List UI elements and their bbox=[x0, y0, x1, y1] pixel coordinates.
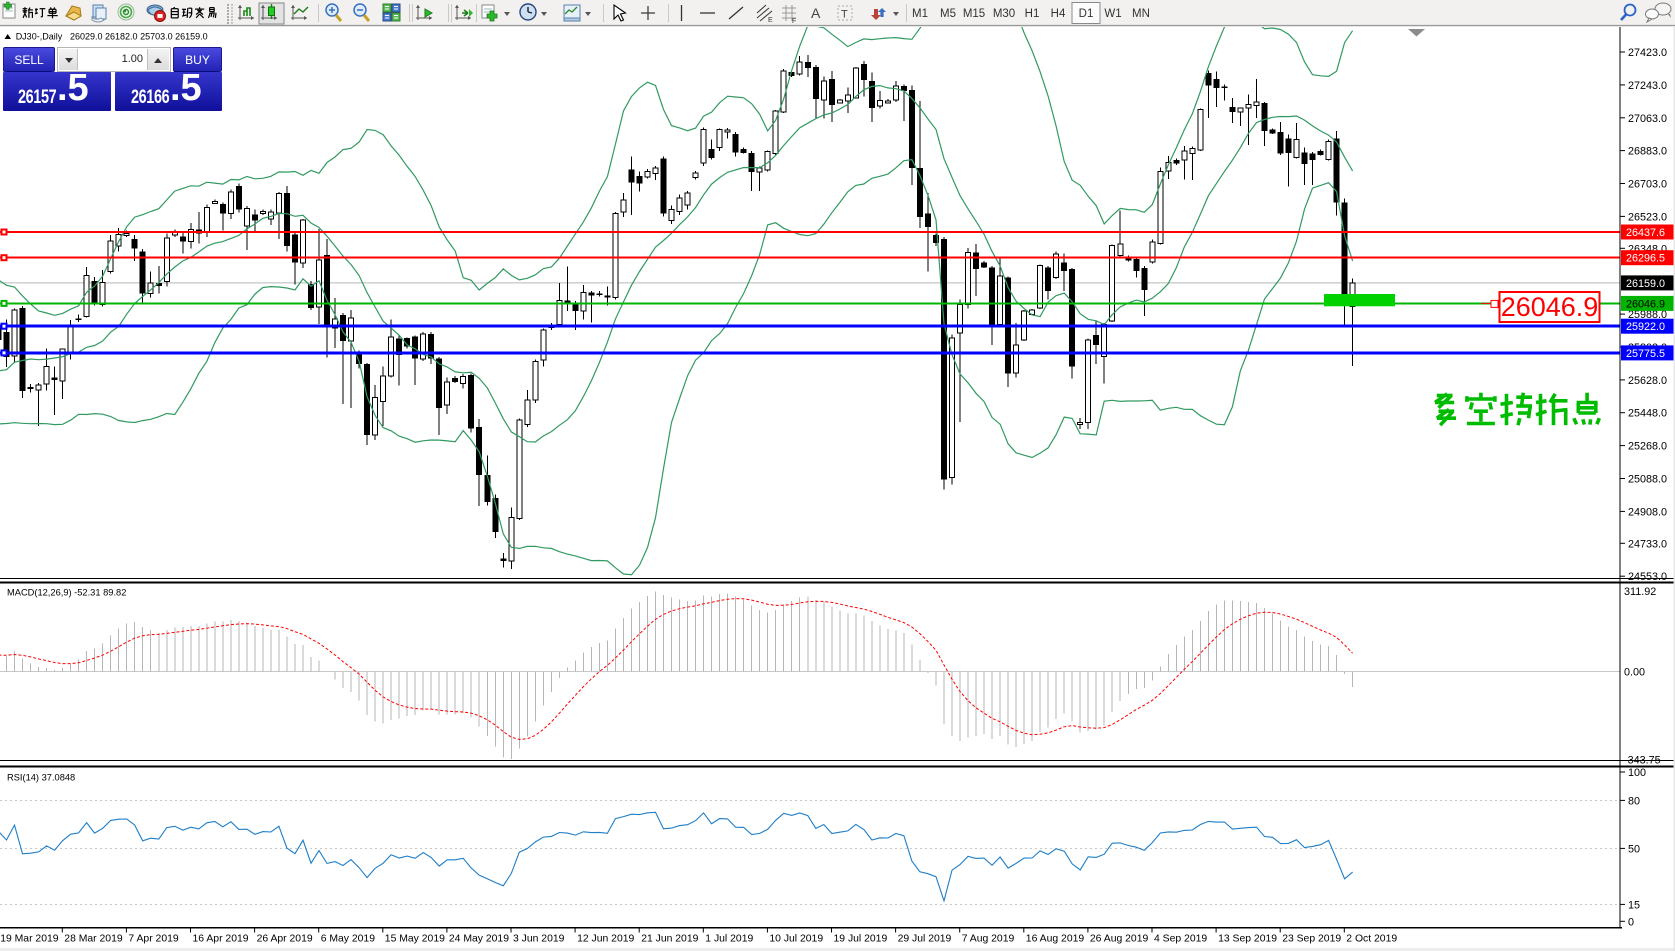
svg-text:24 May 2019: 24 May 2019 bbox=[449, 934, 509, 945]
svg-text:D1: D1 bbox=[1079, 8, 1094, 20]
svg-text:M30: M30 bbox=[993, 8, 1015, 20]
svg-text:24553.0: 24553.0 bbox=[1628, 571, 1667, 583]
svg-text:26 Apr 2019: 26 Apr 2019 bbox=[257, 934, 313, 945]
svg-text:80: 80 bbox=[1628, 795, 1640, 807]
svg-text:7 Aug 2019: 7 Aug 2019 bbox=[962, 934, 1015, 945]
svg-text:26523.0: 26523.0 bbox=[1628, 211, 1667, 223]
svg-text:RSI(14) 37.0848: RSI(14) 37.0848 bbox=[7, 773, 75, 783]
svg-text:16 Aug 2019: 16 Aug 2019 bbox=[1026, 934, 1085, 945]
svg-text:23 Sep 2019: 23 Sep 2019 bbox=[1282, 934, 1341, 945]
svg-text:H1: H1 bbox=[1025, 8, 1040, 20]
svg-text:26437.6: 26437.6 bbox=[1626, 227, 1665, 239]
svg-text:M5: M5 bbox=[940, 8, 956, 20]
svg-text:10 Jul 2019: 10 Jul 2019 bbox=[769, 934, 823, 945]
svg-text:26883.0: 26883.0 bbox=[1628, 146, 1667, 158]
svg-text:29 Jul 2019: 29 Jul 2019 bbox=[898, 934, 952, 945]
svg-text:21 Jun 2019: 21 Jun 2019 bbox=[641, 934, 698, 945]
svg-text:15 May 2019: 15 May 2019 bbox=[385, 934, 445, 945]
svg-text:4 Sep 2019: 4 Sep 2019 bbox=[1154, 934, 1207, 945]
svg-text:24733.0: 24733.0 bbox=[1628, 538, 1667, 550]
svg-text:0.00: 0.00 bbox=[1624, 667, 1645, 679]
svg-text:2 Oct 2019: 2 Oct 2019 bbox=[1346, 934, 1397, 945]
svg-text:25088.0: 25088.0 bbox=[1628, 474, 1667, 486]
svg-text:26296.5: 26296.5 bbox=[1626, 253, 1665, 265]
svg-text:25775.5: 25775.5 bbox=[1626, 348, 1665, 360]
svg-text:-343.75: -343.75 bbox=[1624, 755, 1661, 767]
svg-text:50: 50 bbox=[1628, 843, 1640, 855]
svg-text:311.92: 311.92 bbox=[1624, 586, 1656, 598]
svg-text:0: 0 bbox=[1628, 916, 1634, 928]
svg-text:25988.0: 25988.0 bbox=[1628, 309, 1667, 321]
svg-text:A: A bbox=[811, 5, 821, 21]
svg-text:1 Jul 2019: 1 Jul 2019 bbox=[705, 934, 753, 945]
svg-text:M1: M1 bbox=[912, 8, 928, 20]
svg-text:25922.0: 25922.0 bbox=[1626, 321, 1665, 333]
svg-text:26029.0 26182.0 25703.0 26159.: 26029.0 26182.0 25703.0 26159.0 bbox=[70, 32, 208, 42]
svg-text:W1: W1 bbox=[1104, 8, 1121, 20]
svg-text:100: 100 bbox=[1628, 767, 1646, 779]
svg-text:12 Jun 2019: 12 Jun 2019 bbox=[577, 934, 634, 945]
svg-text:MACD(12,26,9) -52.31 89.82: MACD(12,26,9) -52.31 89.82 bbox=[7, 588, 126, 598]
svg-text:26159.0: 26159.0 bbox=[1626, 278, 1665, 290]
svg-text:16 Apr 2019: 16 Apr 2019 bbox=[193, 934, 249, 945]
svg-text:7 Apr 2019: 7 Apr 2019 bbox=[128, 934, 178, 945]
svg-text:26 Aug 2019: 26 Aug 2019 bbox=[1090, 934, 1149, 945]
svg-text:6 May 2019: 6 May 2019 bbox=[321, 934, 376, 945]
svg-text:19 Jul 2019: 19 Jul 2019 bbox=[834, 934, 888, 945]
svg-text:MN: MN bbox=[1132, 8, 1150, 20]
svg-text:24908.0: 24908.0 bbox=[1628, 506, 1667, 518]
svg-text:19 Mar 2019: 19 Mar 2019 bbox=[0, 934, 59, 945]
svg-text:26046.9: 26046.9 bbox=[1501, 292, 1599, 322]
svg-text:27423.0: 27423.0 bbox=[1628, 47, 1667, 59]
svg-text:27243.0: 27243.0 bbox=[1628, 80, 1667, 92]
svg-text:M15: M15 bbox=[963, 8, 985, 20]
svg-text:E: E bbox=[768, 17, 773, 24]
svg-text:25448.0: 25448.0 bbox=[1628, 408, 1667, 420]
svg-text:27063.0: 27063.0 bbox=[1628, 113, 1667, 125]
svg-text:15: 15 bbox=[1628, 899, 1640, 911]
svg-text:26703.0: 26703.0 bbox=[1628, 179, 1667, 191]
svg-text:25628.0: 25628.0 bbox=[1628, 375, 1667, 387]
svg-text:T: T bbox=[841, 9, 848, 21]
svg-text:DJ30-,Daily: DJ30-,Daily bbox=[16, 32, 63, 42]
svg-text:26046.9: 26046.9 bbox=[1626, 298, 1665, 310]
svg-text:25268.0: 25268.0 bbox=[1628, 441, 1667, 453]
svg-text:13 Sep 2019: 13 Sep 2019 bbox=[1218, 934, 1277, 945]
svg-text:28 Mar 2019: 28 Mar 2019 bbox=[64, 934, 123, 945]
svg-text:F: F bbox=[792, 18, 796, 25]
svg-text:3 Jun 2019: 3 Jun 2019 bbox=[513, 934, 565, 945]
svg-text:H4: H4 bbox=[1051, 8, 1066, 20]
